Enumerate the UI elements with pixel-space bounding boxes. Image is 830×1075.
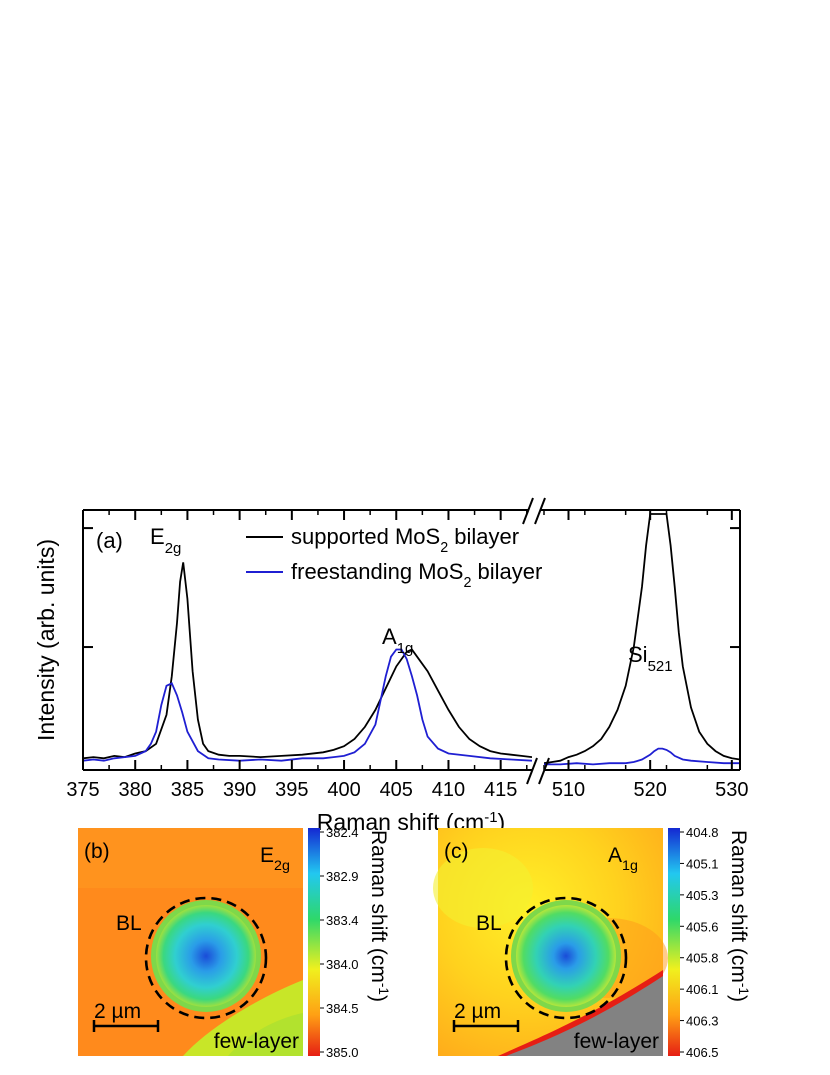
panel-c-a1g-map: (c) A1g BL few-layer 2 µm 404.8 405.1 405.3 405.… — [433, 825, 752, 1060]
bilayer-spot — [156, 905, 256, 1007]
series-line-freestanding-low — [83, 648, 532, 762]
map-shade — [78, 828, 303, 888]
scale-bar-label: 2 µm — [94, 1000, 141, 1023]
colorbar-tick-label: 382.9 — [326, 869, 359, 884]
colorbar — [308, 828, 320, 1056]
mode-label: A1g — [608, 844, 638, 874]
colorbar-tick-label: 384.0 — [326, 957, 359, 972]
scale-bar-label: 2 µm — [454, 1000, 501, 1023]
x-tick-label: 410 — [432, 779, 465, 801]
colorbar-title: Raman shift (cm-1) — [367, 830, 392, 1002]
colorbar-tick-label: 404.8 — [686, 825, 719, 840]
bilayer-spot — [516, 905, 616, 1007]
x-tick-label: 520 — [633, 779, 666, 801]
colorbar-tick-label: 406.1 — [686, 982, 719, 997]
colorbar-title: Raman shift (cm-1) — [727, 830, 752, 1002]
colorbar-tick-label: 405.8 — [686, 951, 719, 966]
axis-break-mark — [526, 757, 538, 785]
few-layer-region — [228, 1013, 303, 1056]
series-line-freestanding-high — [544, 747, 740, 766]
bilayer-outline — [504, 896, 628, 1020]
x-tick-label: 380 — [119, 779, 152, 801]
panel-label: (b) — [84, 840, 110, 863]
series-line-supported-low — [83, 562, 532, 760]
panel-b-e2g-map: (b) E2g BL few-layer 2 µm 382.4 382.9 383.4 384.… — [78, 825, 392, 1060]
axis-break-mark — [534, 497, 546, 525]
x-tick-label: 395 — [275, 779, 308, 801]
x-tick-label: 405 — [380, 779, 413, 801]
mode-label: E2g — [260, 844, 290, 874]
x-tick-label: 390 — [223, 779, 256, 801]
colorbar-tick-label: 406.3 — [686, 1014, 719, 1029]
colorbar-tick-label: 406.5 — [686, 1045, 719, 1060]
x-tick-label: 530 — [715, 779, 748, 801]
peak-label-a: A1g — [382, 624, 413, 657]
legend-entry: freestanding MoS2 bilayer — [291, 559, 542, 591]
series-line-supported-high — [544, 513, 740, 765]
x-tick-label: 510 — [552, 779, 585, 801]
bilayer-label: BL — [116, 912, 142, 935]
panel-label: (c) — [444, 840, 469, 863]
x-tick-label: 385 — [171, 779, 204, 801]
peak-label-si: Si521 — [628, 642, 673, 675]
bilayer-outline — [144, 896, 268, 1020]
x-tick-label: 400 — [327, 779, 360, 801]
colorbar-tick-label: 382.4 — [326, 825, 359, 840]
colorbar-tick-label: 384.5 — [326, 1001, 359, 1016]
peak-label-e: E2g — [150, 524, 181, 557]
y-axis-title: Intensity (arb. units) — [33, 539, 59, 741]
colorbar-tick-label: 405.6 — [686, 919, 719, 934]
axis-break-mark — [522, 497, 534, 525]
x-tick-label: 415 — [484, 779, 517, 801]
x-tick-label: 375 — [66, 779, 99, 801]
legend-entry: supported MoS2 bilayer — [291, 524, 519, 556]
colorbar — [668, 828, 680, 1056]
bilayer-label: BL — [476, 912, 502, 935]
few-layer-label: few-layer — [214, 1030, 299, 1053]
colorbar-tick-label: 385.0 — [326, 1045, 359, 1060]
panel-label-a: (a) — [96, 528, 123, 553]
panel-a-spectrum: 375 380 385 390 395 400 405 410 415 510 520 530Rama… — [33, 497, 749, 835]
few-layer-label: few-layer — [574, 1030, 659, 1053]
map-shade — [433, 848, 533, 928]
colorbar-tick-label: 383.4 — [326, 913, 359, 928]
axis-break-mark — [538, 757, 550, 785]
colorbar-tick-label: 405.3 — [686, 888, 719, 903]
few-layer-region — [506, 976, 663, 1056]
colorbar-tick-label: 405.1 — [686, 856, 719, 871]
